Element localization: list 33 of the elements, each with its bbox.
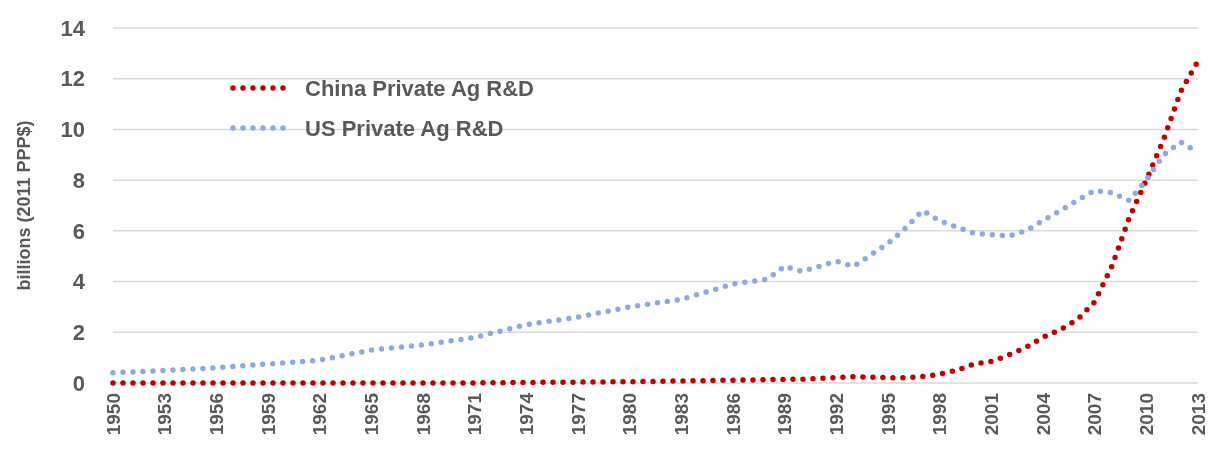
y-tick-label: 0 bbox=[72, 370, 85, 396]
x-tick-label: 1950 bbox=[102, 393, 124, 436]
y-tick-label: 2 bbox=[72, 319, 85, 345]
x-tick-label: 1953 bbox=[154, 393, 176, 436]
x-tick-label: 1995 bbox=[877, 392, 899, 436]
x-tick-label: 1980 bbox=[619, 393, 641, 436]
x-tick-label: 1986 bbox=[722, 393, 744, 436]
y-tick-label: 8 bbox=[72, 167, 85, 193]
y-tick-label: 6 bbox=[72, 218, 85, 244]
legend-label: China Private Ag R&D bbox=[305, 75, 535, 101]
x-tick-label: 2004 bbox=[1032, 392, 1054, 436]
x-tick-label: 1959 bbox=[257, 393, 279, 436]
y-axis-title: billions (2011 PPP$) bbox=[14, 120, 34, 291]
x-tick-label: 1992 bbox=[825, 393, 847, 436]
x-tick-label: 1956 bbox=[205, 393, 227, 436]
x-tick-label: 1965 bbox=[360, 392, 382, 436]
y-tick-label: 10 bbox=[60, 117, 85, 143]
x-tick-label: 2001 bbox=[980, 392, 1002, 436]
x-tick-label: 1962 bbox=[309, 393, 331, 436]
y-tick-label: 12 bbox=[60, 66, 85, 92]
x-tick-label: 1998 bbox=[929, 393, 951, 436]
x-tick-label: 2007 bbox=[1084, 393, 1106, 436]
x-tick-label: 2010 bbox=[1135, 393, 1157, 436]
x-tick-label: 2013 bbox=[1187, 393, 1209, 436]
x-tick-label: 1977 bbox=[567, 393, 589, 436]
x-tick-label: 1983 bbox=[670, 393, 692, 436]
x-tick-label: 1968 bbox=[412, 393, 434, 436]
legend-label: US Private Ag R&D bbox=[305, 115, 504, 141]
y-tick-label: 4 bbox=[72, 269, 86, 295]
x-tick-label: 1971 bbox=[464, 392, 486, 436]
x-tick-label: 1989 bbox=[774, 393, 796, 436]
x-tick-label: 1974 bbox=[515, 392, 537, 436]
y-tick-label: 14 bbox=[60, 15, 86, 41]
